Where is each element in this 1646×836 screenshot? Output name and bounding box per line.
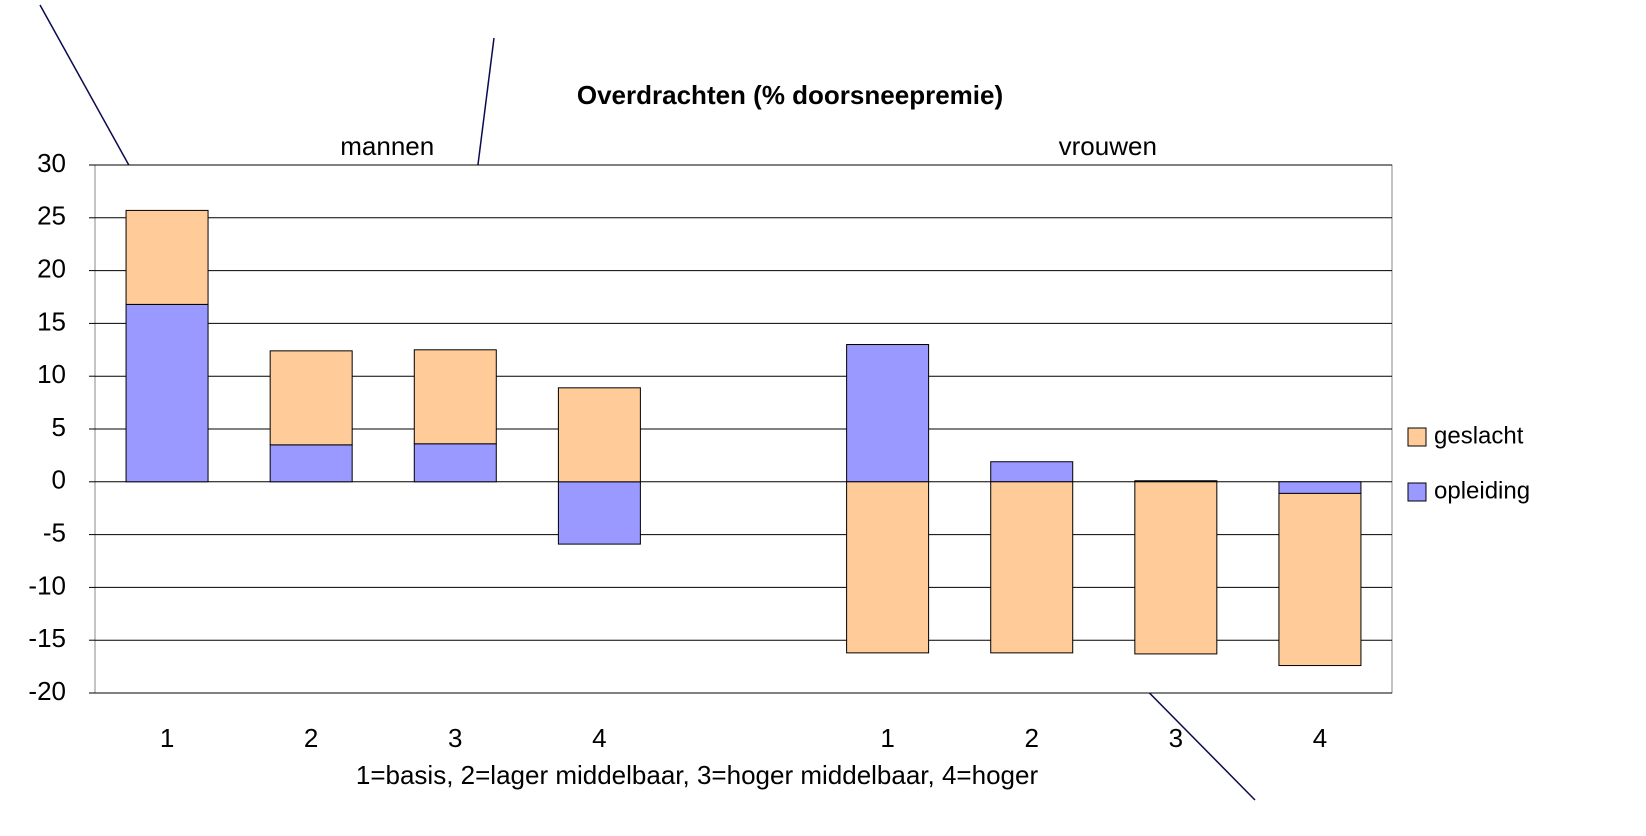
bar-segment bbox=[1278, 481, 1362, 494]
y-tick-label: 20 bbox=[37, 253, 66, 283]
bar-segment bbox=[413, 349, 497, 445]
bar-segment bbox=[125, 209, 209, 305]
x-tick-label: 3 bbox=[1169, 723, 1183, 753]
arrow bbox=[39, 4, 147, 198]
x-tick-label: 2 bbox=[304, 723, 318, 753]
legend-swatch bbox=[1407, 482, 1427, 502]
x-tick-label: 1 bbox=[160, 723, 174, 753]
y-tick-label: 15 bbox=[37, 306, 66, 336]
legend-swatch bbox=[1407, 427, 1427, 447]
legend-label: geslacht bbox=[1434, 422, 1524, 449]
bar-segment bbox=[846, 344, 930, 483]
bar-segment bbox=[413, 443, 497, 483]
y-tick-label: 0 bbox=[52, 465, 66, 495]
bar-segment bbox=[269, 350, 353, 446]
y-tick-label: -15 bbox=[28, 623, 66, 653]
bar-segment bbox=[557, 387, 641, 483]
x-tick-label: 1 bbox=[880, 723, 894, 753]
bar-segment bbox=[557, 481, 641, 545]
y-tick-label: 25 bbox=[37, 201, 66, 231]
bar-segment bbox=[846, 481, 930, 654]
y-tick-label: 10 bbox=[37, 359, 66, 389]
x-tick-label: 2 bbox=[1024, 723, 1038, 753]
chart-title: Overdrachten (% doorsneepremie) bbox=[577, 80, 1003, 110]
x-tick-label: 4 bbox=[1313, 723, 1327, 753]
bar-segment bbox=[1134, 481, 1218, 655]
bar-segment bbox=[1278, 492, 1362, 667]
legend-label: opleiding bbox=[1434, 477, 1530, 504]
y-tick-label: -10 bbox=[28, 570, 66, 600]
x-axis-label: 1=basis, 2=lager middelbaar, 3=hoger mid… bbox=[356, 760, 1039, 790]
group-label: vrouwen bbox=[1059, 131, 1157, 161]
y-tick-label: -5 bbox=[43, 517, 66, 547]
y-tick-label: -20 bbox=[28, 676, 66, 706]
bar-segment bbox=[990, 481, 1074, 654]
bar-segment bbox=[125, 303, 209, 483]
bar-segment bbox=[990, 461, 1074, 483]
y-tick-label: 5 bbox=[52, 412, 66, 442]
group-label: mannen bbox=[340, 131, 434, 161]
bar-segment bbox=[269, 444, 353, 483]
x-tick-label: 4 bbox=[592, 723, 606, 753]
x-tick-label: 3 bbox=[448, 723, 462, 753]
y-tick-label: 30 bbox=[37, 148, 66, 178]
